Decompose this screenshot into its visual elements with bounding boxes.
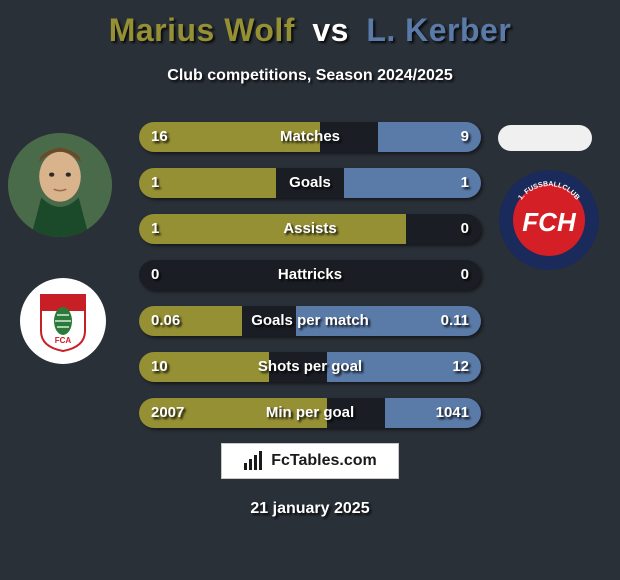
stat-value-right: 1 [461, 168, 469, 198]
stat-label: Matches [139, 122, 481, 152]
stat-value-right: 12 [452, 352, 469, 382]
fctables-label: FcTables.com [271, 452, 377, 470]
player1-avatar-image [8, 133, 112, 237]
player2-avatar [498, 125, 592, 151]
stat-label: Shots per goal [139, 352, 481, 382]
stat-value-right: 1041 [436, 398, 469, 428]
stat-value-right: 0.11 [441, 306, 469, 336]
stat-row: 0.06 Goals per match 0.11 [139, 306, 481, 336]
fch-badge-icon: 1. FUSSBALLCLUB FCH [498, 169, 600, 271]
player1-club-badge: FCA [20, 278, 106, 364]
stat-row: 10 Shots per goal 12 [139, 352, 481, 382]
stat-label: Hattricks [139, 260, 481, 290]
stat-row: 2007 Min per goal 1041 [139, 398, 481, 428]
fctables-logo[interactable]: FcTables.com [221, 443, 399, 479]
stat-label: Goals per match [139, 306, 481, 336]
comparison-title: Marius Wolf vs L. Kerber [0, 0, 620, 49]
fca-badge-icon: FCA [31, 289, 95, 353]
svg-text:FCH: FCH [522, 207, 577, 237]
stat-row: 0 Hattricks 0 [139, 260, 481, 290]
stat-label: Min per goal [139, 398, 481, 428]
stat-value-right: 0 [461, 260, 469, 290]
stat-label: Goals [139, 168, 481, 198]
stat-value-right: 0 [461, 214, 469, 244]
player1-name: Marius Wolf [109, 12, 295, 48]
svg-text:FCA: FCA [55, 336, 72, 345]
stat-row: 1 Assists 0 [139, 214, 481, 244]
stat-value-right: 9 [461, 122, 469, 152]
player2-club-badge: 1. FUSSBALLCLUB FCH [498, 169, 600, 271]
stats-container: 16 Matches 9 1 Goals 1 1 Assists 0 0 Hat… [139, 122, 481, 444]
date-label: 21 january 2025 [0, 500, 620, 518]
stat-label: Assists [139, 214, 481, 244]
stat-row: 1 Goals 1 [139, 168, 481, 198]
player1-avatar [8, 133, 112, 237]
subtitle: Club competitions, Season 2024/2025 [0, 67, 620, 85]
bars-icon [243, 451, 265, 471]
player2-name: L. Kerber [366, 12, 511, 48]
stat-row: 16 Matches 9 [139, 122, 481, 152]
vs-label: vs [312, 12, 349, 48]
